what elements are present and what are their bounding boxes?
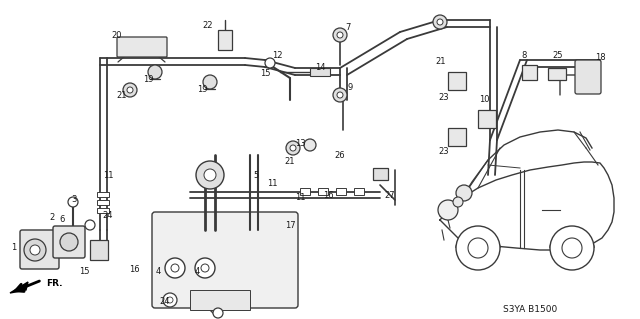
Circle shape (171, 264, 179, 272)
Text: 3: 3 (71, 196, 77, 204)
Text: 1: 1 (12, 243, 17, 253)
Text: 20: 20 (112, 31, 122, 40)
Bar (522, 65, 537, 80)
Bar (373, 168, 388, 180)
Bar (97, 208, 109, 213)
Circle shape (265, 58, 275, 68)
Text: 12: 12 (272, 50, 282, 60)
Text: 14: 14 (315, 63, 325, 71)
Circle shape (24, 239, 46, 261)
Circle shape (213, 308, 223, 318)
Text: 25: 25 (553, 50, 563, 60)
Text: 23: 23 (438, 93, 449, 102)
Text: 27: 27 (385, 190, 396, 199)
Polygon shape (10, 282, 28, 293)
Circle shape (286, 141, 300, 155)
Bar (218, 30, 232, 50)
Text: 24: 24 (103, 211, 113, 219)
Circle shape (203, 75, 217, 89)
Bar (548, 68, 566, 80)
Text: S3YA B1500: S3YA B1500 (503, 306, 557, 315)
Circle shape (437, 19, 443, 25)
Text: 21: 21 (116, 92, 127, 100)
Circle shape (438, 200, 458, 220)
Circle shape (60, 233, 78, 251)
Circle shape (456, 226, 500, 270)
Text: 5: 5 (253, 170, 259, 180)
Circle shape (196, 161, 224, 189)
FancyBboxPatch shape (575, 60, 601, 94)
Circle shape (165, 258, 185, 278)
Circle shape (433, 15, 447, 29)
Bar (190, 290, 250, 310)
Circle shape (304, 139, 316, 151)
Text: 11: 11 (103, 170, 113, 180)
Text: 9: 9 (348, 83, 353, 92)
Bar (354, 188, 364, 195)
Text: 15: 15 (79, 268, 89, 277)
Circle shape (550, 226, 594, 270)
Text: 2: 2 (49, 213, 54, 222)
Text: 4: 4 (195, 268, 200, 277)
Text: 6: 6 (60, 216, 65, 225)
FancyBboxPatch shape (20, 230, 59, 269)
Text: 4: 4 (156, 268, 161, 277)
Circle shape (337, 92, 343, 98)
Text: 8: 8 (522, 50, 527, 60)
Bar (90, 240, 108, 260)
Text: 19: 19 (143, 76, 153, 85)
Circle shape (85, 220, 95, 230)
FancyBboxPatch shape (152, 212, 298, 308)
Text: 19: 19 (196, 85, 207, 94)
Text: 16: 16 (323, 191, 333, 201)
Bar (478, 110, 496, 128)
Text: 7: 7 (346, 24, 351, 33)
Text: 26: 26 (335, 151, 346, 160)
Bar (318, 188, 328, 195)
Text: 16: 16 (129, 265, 140, 275)
Circle shape (68, 197, 78, 207)
Circle shape (167, 297, 173, 303)
Text: FR.: FR. (46, 279, 63, 288)
Bar (336, 188, 346, 195)
Text: 23: 23 (438, 147, 449, 157)
Circle shape (201, 264, 209, 272)
Text: 17: 17 (285, 220, 295, 229)
Bar (310, 68, 330, 76)
Circle shape (127, 87, 133, 93)
Text: 24: 24 (160, 298, 170, 307)
Bar (448, 72, 466, 90)
Circle shape (468, 238, 488, 258)
FancyBboxPatch shape (117, 37, 167, 57)
Text: 11: 11 (267, 179, 277, 188)
Circle shape (453, 197, 463, 207)
Circle shape (333, 28, 347, 42)
Text: 11: 11 (295, 194, 305, 203)
Circle shape (290, 145, 296, 151)
Circle shape (148, 65, 162, 79)
Circle shape (30, 245, 40, 255)
Circle shape (123, 83, 137, 97)
Text: 10: 10 (479, 95, 489, 105)
FancyBboxPatch shape (53, 226, 85, 258)
Text: 22: 22 (203, 21, 213, 31)
Bar (97, 192, 109, 197)
Text: 15: 15 (260, 69, 270, 78)
Bar (300, 188, 310, 195)
Text: 21: 21 (436, 57, 446, 66)
Text: 21: 21 (285, 158, 295, 167)
Circle shape (456, 185, 472, 201)
Circle shape (337, 32, 343, 38)
Circle shape (562, 238, 582, 258)
Bar (448, 128, 466, 146)
Circle shape (333, 88, 347, 102)
Circle shape (195, 258, 215, 278)
Text: 13: 13 (294, 138, 305, 147)
Circle shape (204, 169, 216, 181)
Bar (97, 200, 109, 205)
Text: 18: 18 (595, 54, 605, 63)
Circle shape (163, 293, 177, 307)
